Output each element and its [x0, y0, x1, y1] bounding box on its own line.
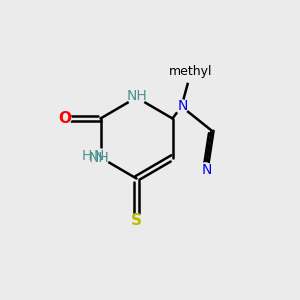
- Text: H: H: [82, 149, 92, 163]
- Text: N: N: [202, 163, 212, 176]
- Text: S: S: [131, 213, 142, 228]
- Circle shape: [128, 89, 145, 106]
- Circle shape: [182, 64, 200, 82]
- Text: O: O: [58, 111, 71, 126]
- Circle shape: [58, 112, 71, 125]
- Circle shape: [130, 214, 143, 227]
- Text: methyl: methyl: [169, 65, 212, 79]
- Text: N: N: [178, 100, 188, 113]
- Text: NH: NH: [126, 89, 147, 103]
- Circle shape: [175, 100, 188, 113]
- Text: NH: NH: [88, 151, 110, 164]
- Circle shape: [199, 163, 212, 176]
- Circle shape: [92, 149, 109, 166]
- Text: N: N: [94, 149, 104, 163]
